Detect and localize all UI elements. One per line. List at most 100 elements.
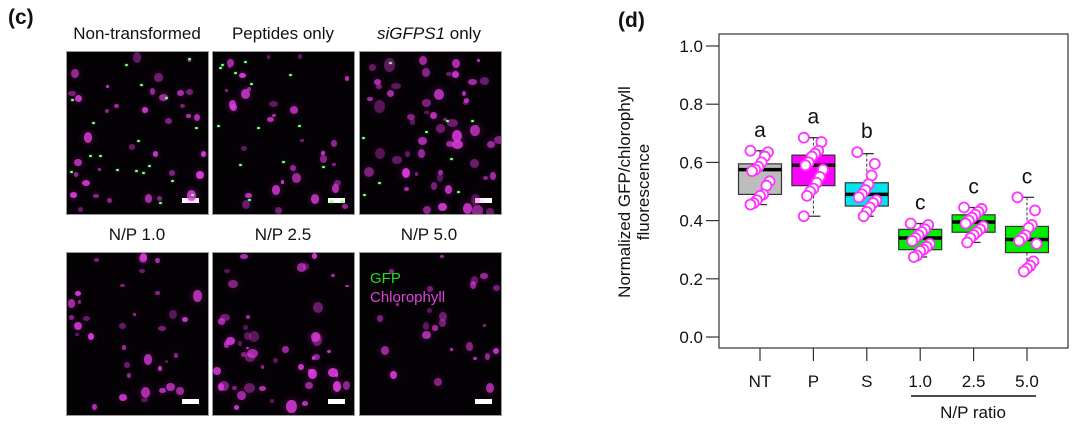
data-point	[762, 146, 774, 159]
gfp-signal	[341, 200, 345, 203]
chloroplast	[77, 300, 82, 304]
data-point	[815, 136, 828, 148]
chloroplast	[470, 124, 480, 137]
micrograph-np5: GFP Chlorophyll	[359, 252, 502, 416]
gfp-signal	[142, 172, 146, 175]
chloroplast	[182, 316, 189, 323]
chloroplast	[485, 207, 494, 214]
data-point	[907, 251, 920, 263]
gfp-signal	[243, 60, 247, 63]
chloroplast	[271, 185, 280, 196]
gfp-signal	[218, 66, 222, 69]
chloroplast	[484, 352, 491, 360]
chloroplast	[158, 325, 167, 332]
chloroplast	[424, 110, 429, 114]
chloroplast	[469, 158, 479, 169]
data-point	[749, 163, 762, 176]
data-point	[851, 146, 864, 159]
data-point	[805, 150, 818, 163]
chloroplast	[332, 162, 336, 167]
chloroplast	[451, 129, 462, 142]
chloroplast	[74, 158, 82, 166]
gfp-signal	[330, 201, 334, 204]
data-point	[904, 217, 917, 230]
significance-letter: c	[1022, 165, 1033, 188]
gfp-signal	[217, 125, 221, 128]
chloroplast	[119, 283, 126, 288]
chloroplast	[409, 119, 416, 126]
chloroplast	[472, 205, 483, 214]
chloroplast	[388, 269, 395, 275]
chloroplast	[217, 318, 226, 325]
data-point	[804, 185, 817, 198]
data-point	[917, 243, 930, 256]
chloroplast	[168, 169, 175, 177]
chloroplast	[421, 98, 432, 107]
chloroplast	[296, 263, 306, 272]
chloroplast	[401, 168, 410, 179]
data-point	[959, 217, 972, 230]
gfp-signal	[148, 164, 152, 167]
chloroplast	[244, 331, 252, 340]
data-point	[906, 235, 919, 247]
data-point	[1017, 265, 1030, 278]
box-iqr	[844, 182, 889, 207]
chloroplast	[391, 82, 401, 90]
chloroplast	[418, 136, 428, 146]
chloroplast	[168, 309, 178, 320]
box-5.0: c	[1004, 165, 1050, 278]
chloroplast	[376, 315, 383, 322]
gfp-signal	[158, 201, 162, 204]
gfp-signal	[164, 97, 168, 100]
chloroplast	[305, 382, 314, 390]
x-tick-label: 5.0	[1015, 372, 1039, 391]
gfp-signal	[424, 131, 428, 134]
chloroplast	[224, 268, 231, 273]
chloroplast	[175, 386, 184, 396]
chloroplast	[92, 404, 97, 410]
chloroplast	[435, 123, 446, 133]
chloroplast	[433, 89, 444, 100]
chloroplast	[258, 386, 266, 392]
chloroplast	[74, 172, 79, 177]
data-point	[970, 226, 983, 239]
chloroplast	[468, 78, 478, 86]
chloroplast	[466, 341, 474, 351]
chloroplast	[133, 52, 142, 63]
chloroplast	[345, 284, 349, 287]
image-title-np1: N/P 1.0	[108, 225, 166, 244]
chloroplast	[142, 106, 148, 113]
box-iqr	[737, 163, 783, 196]
chloroplast	[245, 314, 250, 319]
chloroplast	[93, 193, 100, 199]
chloroplast	[138, 268, 145, 273]
chloroplast	[266, 55, 270, 59]
chloroplast	[123, 362, 131, 368]
data-point	[755, 156, 768, 169]
chloroplast	[381, 345, 390, 355]
chloroplast	[490, 172, 497, 180]
chloroplast	[149, 88, 155, 95]
chloroplast	[445, 141, 454, 148]
data-point	[797, 131, 810, 144]
image-title-np25: N/P 2.5	[254, 225, 312, 244]
image-title-np5: N/P 5.0	[400, 225, 458, 244]
chloroplast	[187, 57, 192, 63]
chloroplast	[236, 390, 246, 401]
data-point	[1029, 204, 1041, 217]
data-point	[862, 178, 875, 191]
y-tick-label: 0.4	[679, 212, 703, 231]
chloroplast	[290, 106, 299, 114]
chloroplast	[439, 311, 447, 322]
chloroplast	[225, 88, 229, 93]
chloroplast	[233, 405, 239, 410]
data-point	[1025, 219, 1038, 231]
gfp-signal	[70, 98, 74, 101]
x-tick-label: 1.0	[908, 372, 932, 391]
chloroplast	[164, 117, 173, 124]
chloroplast	[492, 284, 501, 292]
data-point	[817, 163, 829, 176]
box-iqr	[791, 154, 836, 187]
chloroplast	[143, 354, 153, 365]
x-tick-label: P	[808, 372, 819, 391]
